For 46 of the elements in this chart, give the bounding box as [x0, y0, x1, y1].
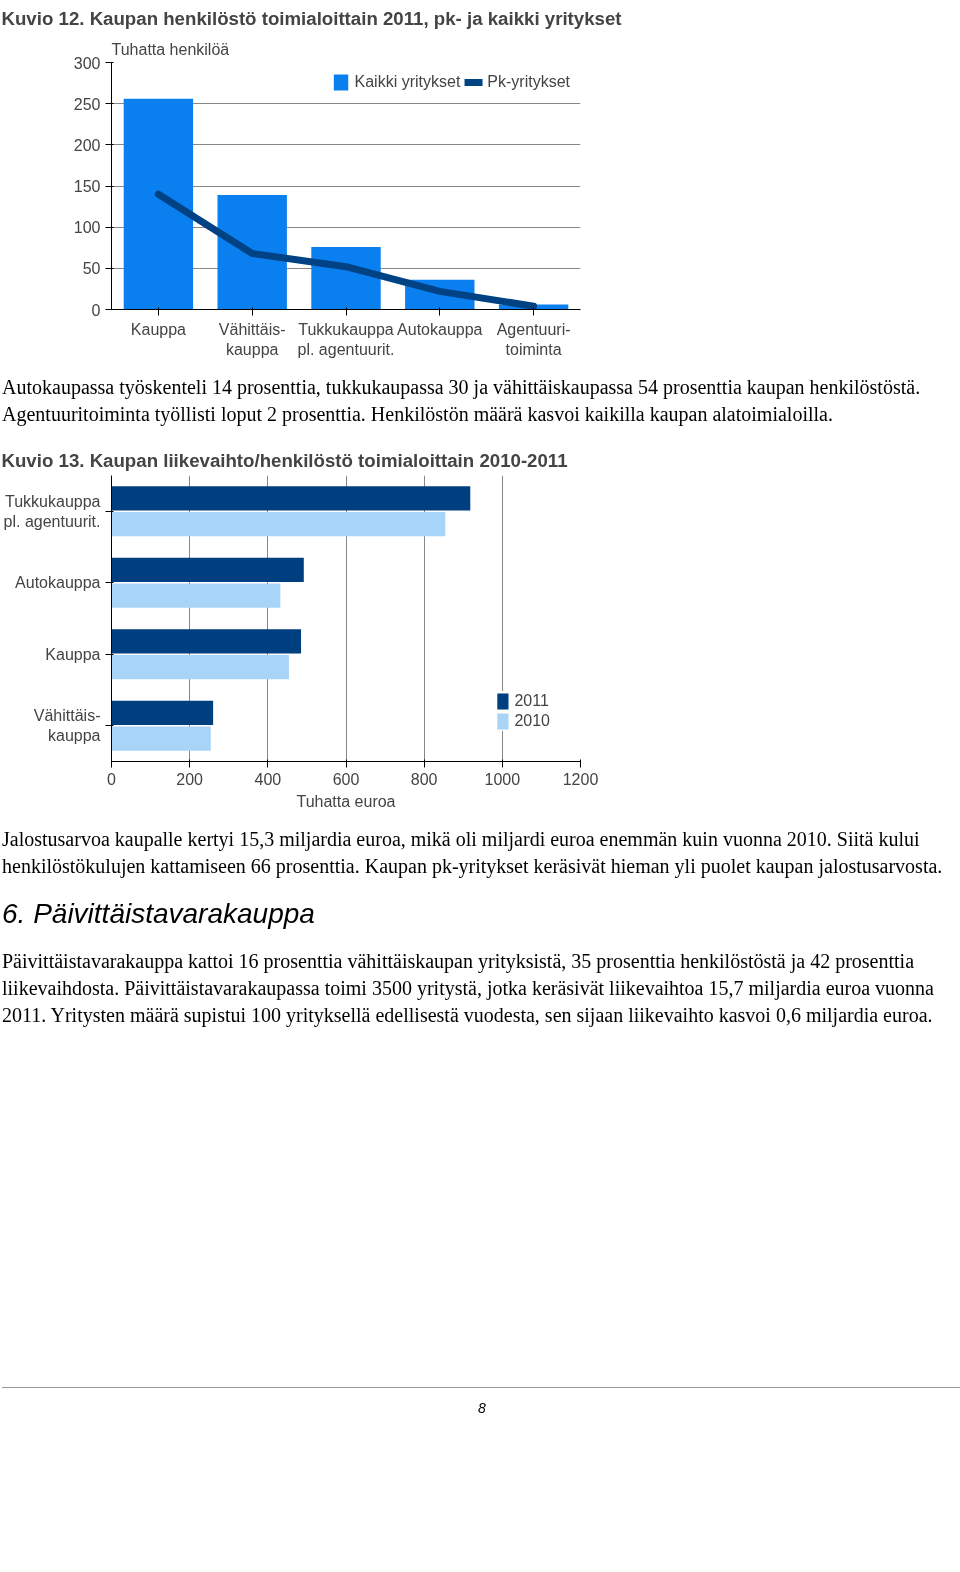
- text: Autokaupassa työskenteli 14 prosenttia, tukkukaupassa 30 ja vähittäiskaupassa 54 prosenttia kaupan henkilöstöstä. Agentuuritoiminta työllisti loput 2 prosenttia. Henkilöstön määrä kasvoi kaikilla kaupan alatoimialoilla.: [2, 375, 922, 428]
- x-tick-label: 400: [254, 770, 282, 788]
- chart-title: Kuvio 13. Kaupan liikevaihto/henkilöstö toimialoittain 2010-2011: [1, 449, 568, 471]
- y-tick-label: 250: [73, 95, 101, 113]
- text: 6. Päivittäistavarakauppa: [2, 897, 315, 931]
- y-tick-label: 200: [73, 136, 101, 154]
- x-tick-label: 1000: [484, 770, 521, 788]
- legend-label: Pk-yritykset: [487, 73, 570, 91]
- x-tick-label: 0: [107, 770, 117, 788]
- text: Päivittäistavarakauppa kattoi 16 prosenttia vähittäiskaupan yrityksistä, 35 prosenttia henkilöstöstä ja 42 prosenttia liikevaihdosta. Päivittäistavarakaupassa toimi 3500 yritystä, jotka keräsivät liikevaihtoa 15,7 miljardia euroa vuonna 2011. Yritysten määrä supistui 100 yrityksellä edellisestä vuodesta, sen sijaan liikevaihto kasvoi 0,6 miljardia euroa.: [2, 949, 935, 1029]
- x-tick-label: 800: [410, 770, 438, 788]
- y-tick-label: 100: [73, 219, 101, 237]
- y-tick-label: Vähittäis- kauppa: [33, 707, 101, 745]
- bar: [111, 654, 289, 680]
- x-tick-label: 1200: [562, 770, 599, 788]
- y-tick-label: 0: [91, 301, 101, 319]
- y-tick-label: 150: [73, 178, 101, 195]
- bar: [111, 700, 214, 726]
- y-tick-label: 50: [82, 260, 101, 278]
- x-tick-label: Tukkukauppa pl. agentuurit.: [297, 320, 395, 358]
- bar: [111, 629, 302, 654]
- bar: [111, 557, 304, 583]
- bar: [111, 583, 281, 608]
- y-tick-label: Autokauppa: [15, 574, 101, 592]
- y-tick-label: Kauppa: [45, 645, 101, 663]
- x-tick-label: 200: [176, 770, 204, 788]
- chart-title: Kuvio 12. Kaupan henkilöstö toimialoittain 2011, pk- ja kaikki yritykset: [1, 7, 622, 29]
- x-tick-label: 600: [332, 770, 360, 788]
- x-axis-title: Tuhatta euroa: [296, 792, 396, 810]
- text: Jalostusarvoa kaupalle kertyi 15,3 miljardia euroa, mikä oli miljardi euroa enemmän kuin vuonna 2010. Siitä kului henkilöstökulujen kattamiseen 66 prosenttia. Kaupan pk-yritykset keräsivät hieman yli puolet kaupan jalostusarvosta.: [2, 827, 944, 880]
- x-tick-label: Vähittäis- kauppa: [218, 320, 286, 358]
- legend-label: 2011: [514, 692, 549, 710]
- x-tick-label: Kauppa: [130, 320, 187, 338]
- text: 8: [2, 1387, 960, 1418]
- bar: [123, 98, 194, 310]
- x-tick-label: Autokauppa: [397, 320, 483, 338]
- legend-label: 2010: [514, 712, 550, 730]
- y-tick-label: 300: [73, 54, 101, 72]
- y-axis-title: Tuhatta henkilöä: [111, 40, 230, 58]
- x-tick-label: Agentuuri- toiminta: [496, 320, 571, 358]
- bar: [217, 195, 287, 310]
- y-tick-label: Tukkukauppa pl. agentuurit.: [3, 492, 101, 530]
- bar: [111, 486, 471, 511]
- bar: [111, 511, 446, 537]
- bar: [111, 726, 211, 751]
- legend-label: Kaikki yritykset: [354, 73, 461, 91]
